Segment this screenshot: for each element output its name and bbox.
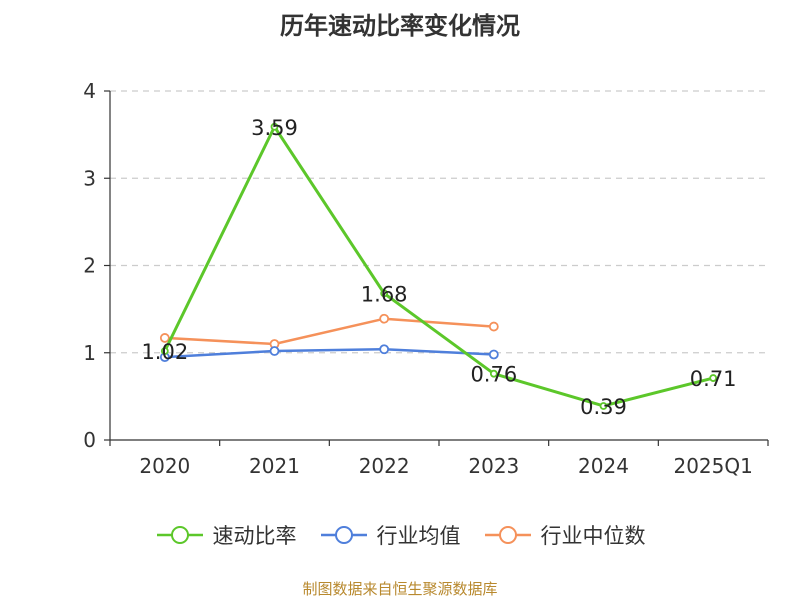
data-label: 3.59 <box>251 116 298 140</box>
y-tick-label: 3 <box>83 166 96 190</box>
x-tick-label: 2022 <box>359 454 410 478</box>
data-point <box>160 347 169 355</box>
data-point <box>488 321 499 332</box>
data-label: 1.68 <box>361 282 408 306</box>
series-line <box>164 317 494 346</box>
data-label: 0.71 <box>690 367 737 391</box>
legend-item-industry-median[interactable]: 行业中位数 <box>483 520 646 550</box>
legend-label: 行业中位数 <box>540 524 646 548</box>
y-tick-label: 2 <box>83 254 96 278</box>
data-point <box>599 402 608 410</box>
legend-line-icon <box>484 526 531 544</box>
x-tick-label: 2020 <box>139 454 190 478</box>
x-tick-label: 2021 <box>249 454 300 478</box>
data-point <box>489 369 498 378</box>
data-point <box>270 122 279 131</box>
data-point <box>159 333 170 343</box>
legend-line-icon <box>156 526 203 544</box>
legend-label: 行业均值 <box>376 524 461 548</box>
data-point <box>379 344 390 355</box>
data-point <box>380 289 389 298</box>
x-tick-label: 2024 <box>578 454 629 478</box>
data-point <box>269 346 280 356</box>
series-line <box>163 125 714 408</box>
chart-title: 历年速动比率变化情况 <box>280 12 520 40</box>
legend-item-industry-mean[interactable]: 行业均值 <box>319 520 461 550</box>
axis-layer: 0 1 2 3 4 2020 2021 2022 2023 2024 2025Q1 <box>83 79 769 478</box>
data-label: 0.76 <box>470 363 517 387</box>
data-label-layer: 1.02 3.59 1.68 0.76 0.39 0.71 <box>141 116 736 419</box>
series-layer <box>159 122 718 410</box>
data-label: 0.39 <box>580 395 627 419</box>
legend: 速动比率 行业均值 行业中位数 <box>0 520 800 550</box>
legend-label: 速动比率 <box>212 524 297 548</box>
data-source-note: 制图数据来自恒生聚源数据库 <box>302 580 498 598</box>
y-tick-label: 1 <box>83 341 96 365</box>
grid-layer <box>110 90 768 354</box>
y-tick-label: 4 <box>83 79 96 103</box>
x-tick-label: 2025Q1 <box>673 454 752 478</box>
data-point <box>488 349 499 360</box>
data-label: 1.02 <box>141 340 188 364</box>
legend-item-quick-ratio[interactable]: 速动比率 <box>155 520 297 550</box>
legend-line-icon <box>320 526 367 544</box>
x-tick-label: 2023 <box>468 454 519 478</box>
y-tick-label: 0 <box>83 428 96 452</box>
data-point <box>709 374 718 382</box>
data-point <box>379 313 390 324</box>
series-line <box>164 348 494 359</box>
